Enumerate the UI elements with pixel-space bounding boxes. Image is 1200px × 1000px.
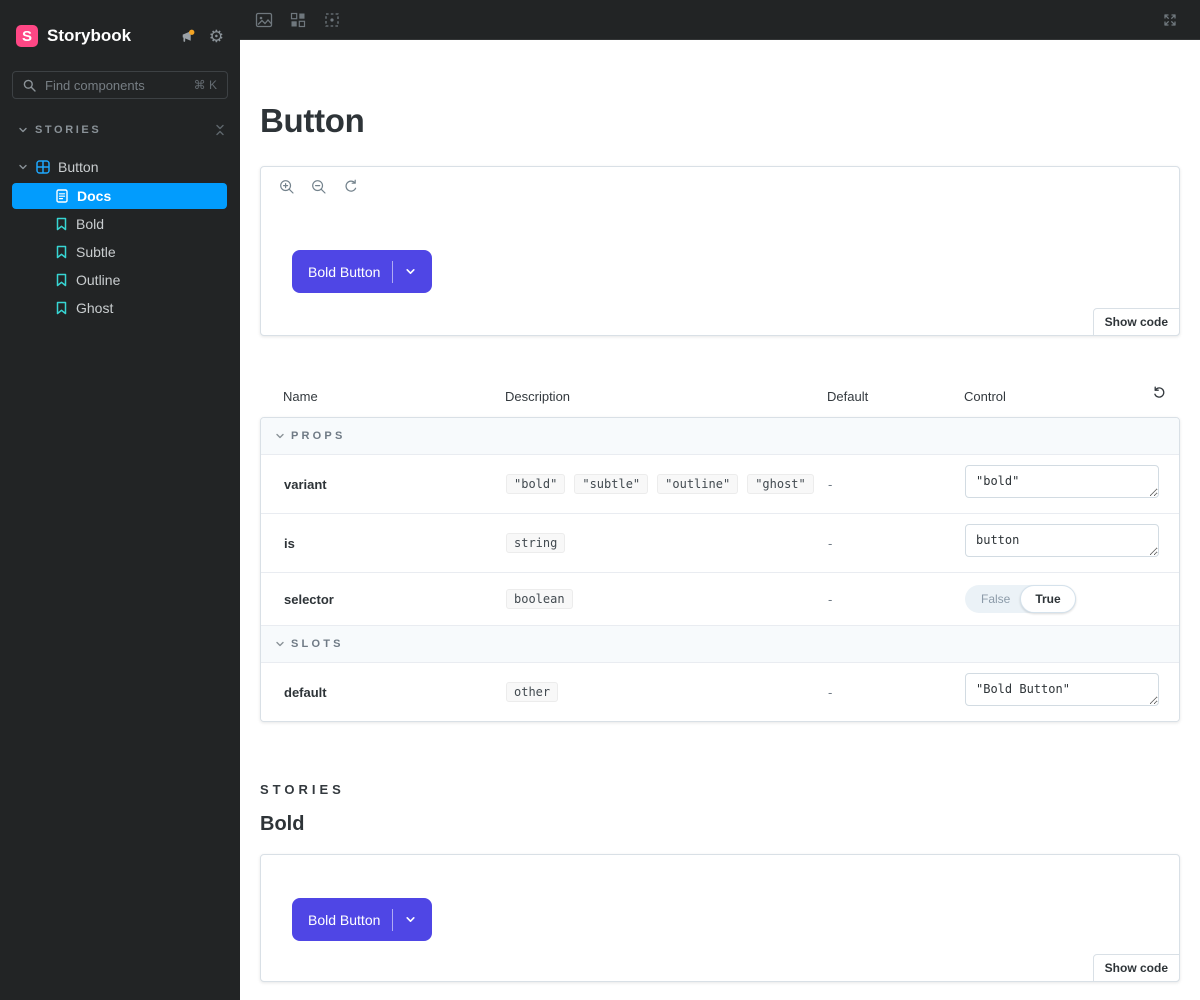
sidebar-item-ghost[interactable]: Ghost <box>12 295 227 321</box>
chevron-down-icon <box>275 639 285 649</box>
brand-title: Storybook <box>47 26 132 45</box>
sidebar-item-label: Docs <box>77 188 112 204</box>
sidebar-item-label: Ghost <box>76 300 114 316</box>
sidebar-item-outline[interactable]: Outline <box>12 267 227 293</box>
arg-name: is <box>284 535 295 551</box>
arg-name: variant <box>284 476 327 492</box>
search-input[interactable] <box>43 76 194 94</box>
column-header-name: Name <box>283 389 318 404</box>
button-divider <box>392 908 394 931</box>
bold-button-label: Bold Button <box>308 263 381 280</box>
type-chip: "ghost" <box>747 474 814 494</box>
section-row-slots[interactable]: SLOTS <box>261 625 1179 662</box>
column-header-description: Description <box>505 389 571 404</box>
zoom-reset-icon[interactable] <box>335 173 367 201</box>
grid-icon[interactable] <box>288 10 308 30</box>
chevron-down-icon <box>18 125 28 135</box>
arg-default: - <box>828 591 833 607</box>
reset-controls-icon[interactable] <box>1152 385 1166 399</box>
arg-row-selector: selector boolean - False True <box>261 572 1179 625</box>
type-chip: "bold" <box>506 474 566 494</box>
page-title: Button <box>260 102 365 139</box>
type-chip: boolean <box>506 589 573 609</box>
stories-section-header[interactable]: STORIES <box>0 120 240 140</box>
section-label: SLOTS <box>291 638 344 650</box>
arg-row-default-slot: default other - "Bold Button" <box>261 662 1179 721</box>
arg-default: - <box>828 535 833 551</box>
arg-default: - <box>828 684 833 700</box>
chevron-down-icon <box>275 431 285 441</box>
show-code-button[interactable]: Show code <box>1092 954 1180 982</box>
bookmark-icon <box>56 245 67 259</box>
sidebar-item-button-component[interactable]: Button <box>0 153 240 181</box>
zoom-in-icon[interactable] <box>271 173 303 201</box>
sidebar: S Storybook ⚙ ⌘ K STORIES <box>0 0 240 1000</box>
arg-row-is: is string - button <box>261 513 1179 572</box>
measure-icon[interactable] <box>322 10 342 30</box>
arg-name: selector <box>284 591 334 607</box>
document-icon <box>56 189 68 203</box>
stories-tree: STORIES Button Docs Bold <box>0 120 240 321</box>
control-input-is[interactable]: button <box>965 524 1159 557</box>
type-chip: "outline" <box>657 474 739 494</box>
zoom-out-icon[interactable] <box>303 173 335 201</box>
sidebar-item-docs[interactable]: Docs <box>12 183 227 209</box>
bold-button-component[interactable]: Bold Button <box>292 898 433 941</box>
bold-button-label: Bold Button <box>308 911 381 928</box>
fullscreen-icon[interactable] <box>1160 10 1180 30</box>
collapse-all-icon[interactable] <box>214 124 226 136</box>
sidebar-item-subtle[interactable]: Subtle <box>12 239 227 265</box>
chevron-down-icon <box>405 266 416 277</box>
sidebar-item-label: Button <box>58 159 99 175</box>
type-chip: string <box>506 533 566 553</box>
story-title-bold: Bold <box>260 813 305 835</box>
arg-default: - <box>828 476 833 492</box>
component-icon <box>36 160 50 174</box>
toggle-false-label[interactable]: False <box>981 592 1011 606</box>
arg-row-variant: variant "bold" "subtle" "outline" "ghost… <box>261 454 1179 513</box>
chevron-down-icon <box>405 914 416 925</box>
backgrounds-icon[interactable] <box>254 10 274 30</box>
args-table-body: PROPS variant "bold" "subtle" "outline" … <box>260 417 1180 722</box>
sidebar-header: S Storybook ⚙ <box>0 0 240 47</box>
section-row-props[interactable]: PROPS <box>261 418 1179 454</box>
column-header-default: Default <box>827 389 869 404</box>
stories-heading: STORIES <box>260 782 345 797</box>
control-input-variant[interactable]: "bold" <box>965 465 1159 498</box>
stories-section-label: STORIES <box>35 124 102 136</box>
docs-page: Button Bold Button Show code Name Des <box>240 40 1200 1000</box>
column-header-control: Control <box>964 389 1006 404</box>
canvas-zoom-toolbar <box>261 167 1179 207</box>
button-divider <box>392 260 394 283</box>
bookmark-icon <box>56 273 67 287</box>
sidebar-item-label: Outline <box>76 272 121 288</box>
chevron-down-icon <box>18 162 28 172</box>
bold-button-component[interactable]: Bold Button <box>292 250 433 293</box>
settings-gear-icon[interactable]: ⚙ <box>208 26 224 46</box>
show-code-button[interactable]: Show code <box>1092 308 1180 336</box>
args-table-header: Name Description Default Control <box>260 376 1180 417</box>
canvas-toolbar <box>240 0 1200 40</box>
type-chip: other <box>506 682 559 702</box>
sidebar-item-label: Bold <box>76 216 105 232</box>
boolean-toggle-selector[interactable]: False True <box>965 585 1076 613</box>
bookmark-icon <box>56 217 67 231</box>
primary-story-canvas: Bold Button Show code <box>260 166 1180 336</box>
sidebar-item-bold[interactable]: Bold <box>12 211 227 237</box>
bookmark-icon <box>56 301 67 315</box>
search-shortcut: ⌘ K <box>193 78 217 92</box>
bold-story-canvas: Bold Button Show code <box>260 854 1180 982</box>
storybook-logo[interactable]: S <box>16 25 38 47</box>
type-chip: "subtle" <box>574 474 649 494</box>
notifications-icon[interactable] <box>179 28 196 45</box>
sidebar-item-label: Subtle <box>76 244 116 260</box>
toggle-true-label[interactable]: True <box>1020 585 1076 613</box>
section-label: PROPS <box>291 430 346 442</box>
search-box[interactable]: ⌘ K <box>12 71 228 99</box>
control-input-default-slot[interactable]: "Bold Button" <box>965 673 1159 706</box>
arg-name: default <box>284 684 327 700</box>
args-table: Name Description Default Control PROPS v… <box>260 376 1180 722</box>
search-icon <box>23 79 36 92</box>
